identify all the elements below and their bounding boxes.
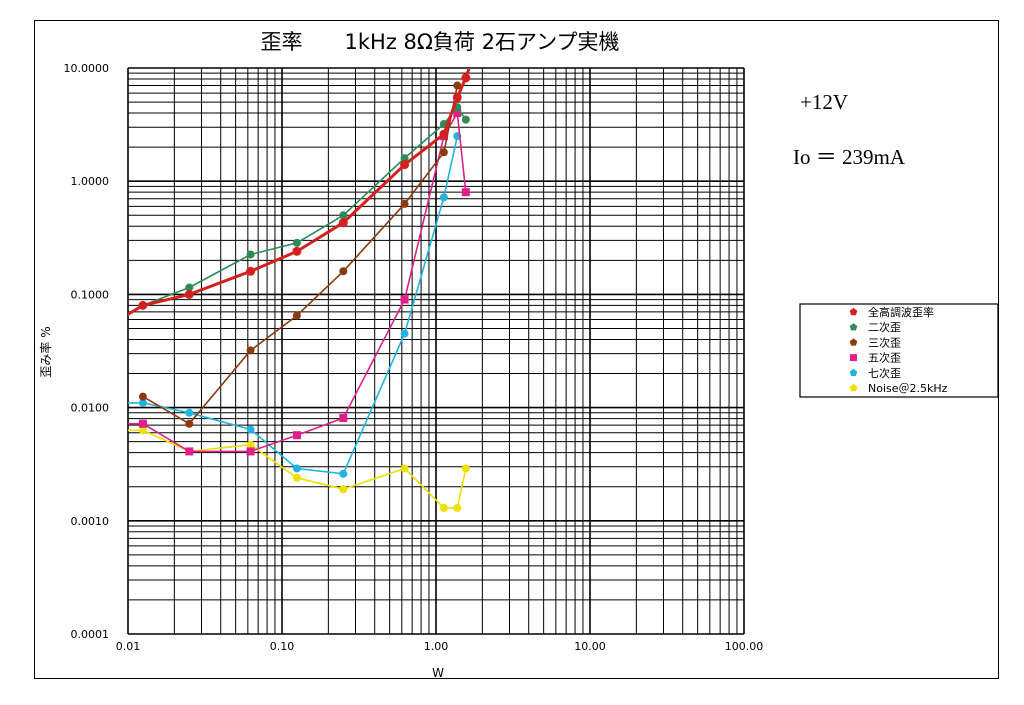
legend-marker xyxy=(849,338,858,346)
x-tick-label: 0.10 xyxy=(270,640,295,653)
data-point xyxy=(292,238,301,247)
chart-title: 歪率 1kHz 8Ω負荷 2石アンプ実機 xyxy=(261,30,620,54)
series-4 xyxy=(128,109,470,456)
data-point xyxy=(138,392,147,401)
data-point xyxy=(400,329,409,338)
legend-label: 全高調波歪率 xyxy=(868,305,934,319)
data-point xyxy=(246,447,255,456)
legend-label: 三次歪 xyxy=(868,335,901,349)
y-tick-label: 10.0000 xyxy=(64,62,110,75)
x-tick-label: 100.00 xyxy=(725,640,764,653)
data-point xyxy=(339,469,348,478)
data-point xyxy=(184,289,194,299)
series-line xyxy=(128,429,467,509)
data-point xyxy=(439,129,449,139)
series-3 xyxy=(138,81,462,428)
data-point xyxy=(400,464,409,473)
data-point xyxy=(185,419,194,428)
x-axis-label: W xyxy=(432,666,444,680)
legend-item: 五次歪 xyxy=(850,351,901,365)
data-point xyxy=(339,267,348,276)
legend-item: 三次歪 xyxy=(849,335,901,349)
y-tick-label: 1.0000 xyxy=(71,175,110,188)
data-point xyxy=(339,211,348,220)
data-point xyxy=(246,250,255,259)
data-point xyxy=(292,473,301,482)
legend-marker xyxy=(849,368,858,376)
legend-marker xyxy=(849,384,858,392)
legend-item: 七次歪 xyxy=(849,366,901,380)
data-point xyxy=(246,266,256,276)
data-point xyxy=(246,346,255,355)
x-tick-label: 0.01 xyxy=(116,640,141,653)
data-point xyxy=(138,300,148,310)
data-point xyxy=(453,81,462,90)
data-point xyxy=(439,503,448,512)
data-point xyxy=(138,426,147,435)
data-point xyxy=(400,154,409,163)
current-annotation: Io ＝ 239mA xyxy=(793,145,906,169)
legend-marker xyxy=(849,308,858,316)
data-point xyxy=(246,440,255,449)
data-point xyxy=(400,199,409,208)
legend-marker xyxy=(850,354,857,362)
y-axis-label: 歪み率 % xyxy=(38,326,53,377)
x-tick-label: 10.00 xyxy=(574,640,606,653)
data-point xyxy=(292,464,301,473)
series-line xyxy=(128,112,467,453)
y-tick-label: 0.1000 xyxy=(71,288,110,301)
data-point xyxy=(185,447,194,456)
legend-label: 二次歪 xyxy=(868,320,901,334)
data-point xyxy=(338,218,348,228)
data-point xyxy=(138,419,147,428)
data-point xyxy=(439,148,448,157)
y-tick-label: 0.0100 xyxy=(71,402,110,415)
data-point xyxy=(292,311,301,320)
data-point xyxy=(292,431,301,440)
data-point xyxy=(292,246,302,256)
x-tick-labels: 0.01 0.10 1.00 10.00 100.00 xyxy=(116,640,764,653)
data-point xyxy=(452,92,462,102)
data-point xyxy=(461,115,470,124)
legend-box xyxy=(799,303,999,398)
legend-item: Noise＠2.5kHz xyxy=(849,382,948,395)
data-point xyxy=(439,193,448,202)
data-point xyxy=(461,188,470,197)
legend-item: 全高調波歪率 xyxy=(849,305,934,319)
data-point xyxy=(400,160,410,170)
x-tick-label: 1.00 xyxy=(424,640,449,653)
chart-series xyxy=(128,68,471,512)
series-line xyxy=(142,85,459,425)
data-point xyxy=(246,425,255,434)
legend-marker xyxy=(849,323,858,331)
data-point xyxy=(185,408,194,417)
data-point xyxy=(339,413,348,422)
data-point xyxy=(461,464,470,473)
legend-label: 五次歪 xyxy=(868,351,901,365)
legend-item: 二次歪 xyxy=(849,320,901,334)
legend-label: Noise＠2.5kHz xyxy=(868,382,948,395)
y-tick-labels: 0.0001 0.0010 0.0100 0.1000 1.0000 10.0000 xyxy=(64,62,110,641)
data-point xyxy=(339,485,348,494)
y-tick-label: 0.0010 xyxy=(71,515,110,528)
data-point xyxy=(453,503,462,512)
data-point xyxy=(400,295,409,304)
y-tick-label: 0.0001 xyxy=(71,628,110,641)
series-1 xyxy=(128,68,471,316)
chart-grid xyxy=(127,67,745,635)
legend-label: 七次歪 xyxy=(868,366,901,380)
data-point xyxy=(453,109,462,118)
data-point xyxy=(461,73,471,83)
voltage-annotation: +12V xyxy=(800,90,848,114)
data-point xyxy=(185,283,194,292)
data-point xyxy=(138,398,147,407)
